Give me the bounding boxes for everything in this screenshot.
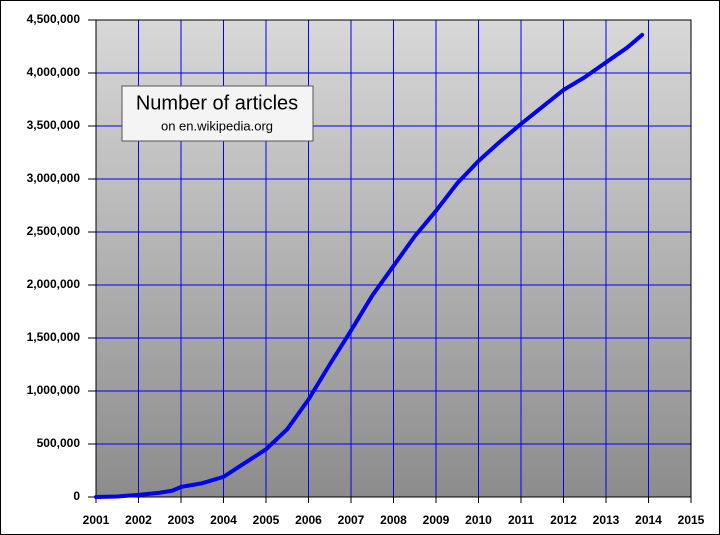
x-tick-label: 2007 [338, 513, 365, 527]
series-line [94, 32, 645, 499]
y-tick-label: 0 [73, 489, 80, 503]
x-tick-label: 2010 [465, 513, 492, 527]
x-tick-label: 2004 [210, 513, 237, 527]
plot-border [95, 19, 692, 498]
x-tick-label: 2006 [295, 513, 322, 527]
y-tick-label: 4,000,000 [27, 65, 81, 79]
y-tick-label: 4,500,000 [27, 12, 81, 26]
legend-box [121, 85, 314, 142]
y-tick-label: 1,000,000 [27, 383, 81, 397]
x-tick-label: 2005 [253, 513, 280, 527]
x-tick-label: 2003 [168, 513, 195, 527]
x-tick-label: 2015 [678, 513, 705, 527]
y-tick-label: 3,000,000 [27, 171, 81, 185]
y-tick-label: 1,500,000 [27, 330, 81, 344]
x-tick-label: 2012 [550, 513, 577, 527]
y-tick-label: 2,500,000 [27, 224, 81, 238]
annotation-title: Number of articles [136, 92, 298, 114]
annotation-subtitle: on en.wikipedia.org [161, 118, 273, 133]
x-tick-label: 2014 [635, 513, 662, 527]
y-tick-label: 2,000,000 [27, 277, 81, 291]
x-tick-label: 2013 [593, 513, 620, 527]
x-tick-label: 2001 [83, 513, 110, 527]
x-tick-label: 2011 [508, 513, 534, 527]
x-tick-label: 2008 [380, 513, 407, 527]
y-tick-label: 3,500,000 [27, 118, 81, 132]
x-tick-label: 2002 [125, 513, 152, 527]
y-tick-label: 500,000 [37, 436, 81, 450]
x-tick-label: 2009 [423, 513, 450, 527]
